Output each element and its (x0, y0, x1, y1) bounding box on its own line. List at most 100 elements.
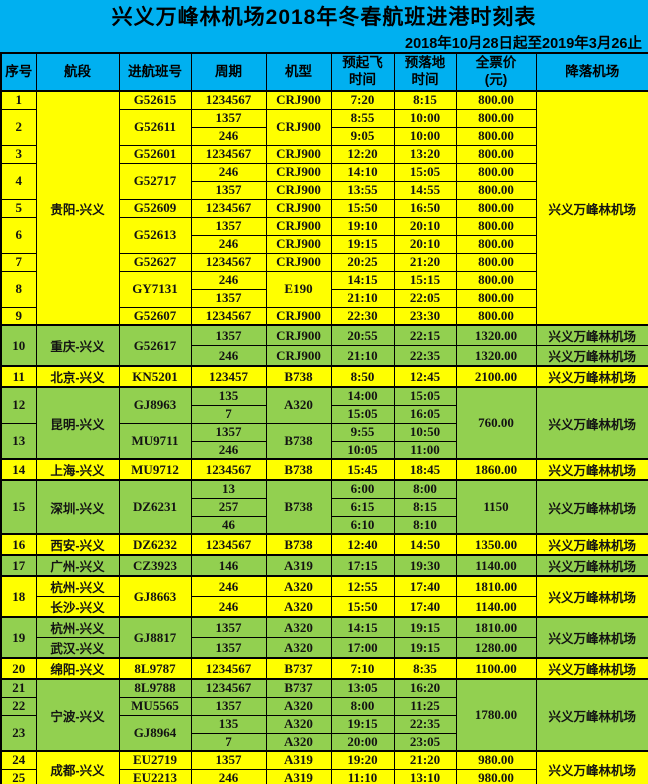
cell-seq: 7 (0, 252, 37, 272)
cell-dep: 21:10 (330, 345, 395, 367)
cell-flight: G52615 (118, 90, 192, 110)
header-row: 序号 航段 进航班号 周期 机型 预起飞 时间 预落地 时间 全票价 (元) 降落机场 (0, 52, 648, 92)
cell-dep: 7:10 (330, 657, 395, 680)
cell-price: 1810.00 (455, 616, 537, 638)
cell-period: 1234567 (190, 198, 267, 218)
cell-dep: 11:10 (330, 768, 395, 784)
table-row: 武汉-兴义 1357 A320 17:00 19:15 1280.00 (1, 637, 648, 659)
cell-price: 800.00 (455, 180, 537, 200)
cell-arr: 20:10 (393, 234, 457, 254)
cell-flight: GJ8817 (118, 616, 192, 659)
cell-flight: EU2719 (118, 750, 192, 770)
cell-type: B737 (265, 678, 332, 698)
cell-period: 7 (190, 732, 267, 752)
cell-dest: 兴义万峰林机场 (535, 479, 648, 535)
cell-period: 13 (190, 479, 267, 499)
cell-price: 800.00 (455, 216, 537, 236)
cell-dep: 19:15 (330, 714, 395, 734)
cell-route: 杭州-兴义 (35, 616, 120, 638)
cell-price: 800.00 (455, 252, 537, 272)
table-row: 25 EU2213 246 A319 11:10 13:10 980.00 (0, 768, 648, 784)
cell-dep: 19:10 (330, 216, 395, 236)
cell-arr: 20:10 (393, 216, 457, 236)
cell-type: A319 (265, 554, 332, 577)
cell-flight: 8L9788 (118, 678, 192, 698)
cell-dep: 15:45 (330, 458, 395, 481)
cell-dep: 8:55 (330, 108, 395, 128)
cell-dest: 兴义万峰林机场 (535, 345, 648, 367)
cell-period: 146 (190, 554, 267, 577)
cell-route: 昆明-兴义 (35, 386, 120, 460)
cell-dest: 兴义万峰林机场 (535, 554, 648, 577)
cell-price: 800.00 (455, 288, 537, 308)
cell-price: 1320.00 (455, 324, 537, 346)
cell-type: CRJ900 (265, 198, 332, 218)
cell-arr: 16:50 (393, 198, 457, 218)
cell-dep: 19:15 (330, 234, 395, 254)
cell-period: 135 (190, 714, 267, 734)
cell-arr: 16:20 (393, 678, 457, 698)
cell-type: CRJ900 (265, 108, 332, 146)
cell-dest: 兴义万峰林机场 (535, 575, 648, 618)
cell-type: A319 (265, 768, 332, 784)
cell-type: CRJ900 (265, 324, 332, 346)
cell-flight: KN5201 (118, 365, 192, 388)
cell-type: B738 (265, 479, 332, 535)
cell-period: 246 (190, 575, 267, 597)
table-row: 257 6:15 8:15 (1, 497, 648, 517)
cell-seq: 24 (0, 750, 37, 770)
cell-price: 760.00 (455, 386, 537, 460)
column-header-seq: 序号 (0, 52, 37, 92)
cell-arr: 21:20 (393, 750, 457, 770)
cell-seq: 16 (0, 533, 37, 556)
cell-flight: G52609 (118, 198, 192, 218)
cell-route: 广州-兴义 (35, 554, 120, 577)
table-row: 7 G52627 1234567 CRJ900 20:25 21:20 800.00 (0, 252, 648, 272)
cell-dep: 10:05 (330, 440, 395, 460)
cell-type: B737 (265, 657, 332, 680)
cell-type: CRJ900 (265, 234, 332, 254)
cell-period: 246 (190, 162, 267, 182)
cell-dep: 12:20 (330, 144, 395, 164)
cell-period: 1234567 (190, 533, 267, 556)
cell-flight: CZ3923 (118, 554, 192, 577)
cell-flight: G52607 (118, 306, 192, 326)
table-row: 22 MU5565 1357 A320 8:00 11:25 (0, 696, 648, 716)
cell-arr: 19:15 (393, 616, 457, 638)
cell-dest: 兴义万峰林机场 (535, 616, 648, 659)
cell-seq: 10 (0, 324, 37, 367)
column-header-type: 机型 (265, 52, 332, 92)
cell-period: 1234567 (190, 90, 267, 110)
cell-flight: G52613 (118, 216, 192, 254)
cell-period: 123457 (190, 365, 267, 388)
cell-arr: 11:25 (393, 696, 457, 716)
cell-price: 1860.00 (455, 458, 537, 481)
cell-type: A320 (265, 575, 332, 597)
cell-period: 246 (190, 126, 267, 146)
cell-dep: 14:00 (330, 386, 395, 406)
cell-flight: G52717 (118, 162, 192, 200)
table-row: 19 杭州-兴义 GJ8817 1357 A320 14:15 19:15 1810.00 兴义… (0, 616, 648, 659)
cell-dep: 9:05 (330, 126, 395, 146)
cell-flight: MU9712 (118, 458, 192, 481)
cell-arr: 23:30 (393, 306, 457, 326)
cell-seq: 2 (0, 108, 37, 146)
cell-route: 上海-兴义 (35, 458, 120, 481)
cell-type: A320 (265, 696, 332, 716)
cell-price: 800.00 (455, 198, 537, 218)
cell-arr: 16:05 (393, 404, 457, 424)
cell-arr: 8:00 (393, 479, 457, 499)
cell-price: 800.00 (455, 306, 537, 326)
cell-dep: 21:10 (330, 288, 395, 308)
cell-price: 1140.00 (455, 554, 537, 577)
cell-seq: 8 (0, 270, 37, 308)
cell-flight: GY7131 (118, 270, 192, 308)
table-row: 23 GJ8964 135 A320 19:15 22:35 (0, 714, 648, 752)
cell-dest: 兴义万峰林机场 (535, 678, 648, 752)
cell-type: CRJ900 (265, 162, 332, 182)
cell-period: 1234567 (190, 678, 267, 698)
cell-arr: 15:05 (393, 162, 457, 182)
table-row: 1357 21:10 22:05 800.00 (1, 288, 648, 308)
cell-seq: 17 (0, 554, 37, 577)
